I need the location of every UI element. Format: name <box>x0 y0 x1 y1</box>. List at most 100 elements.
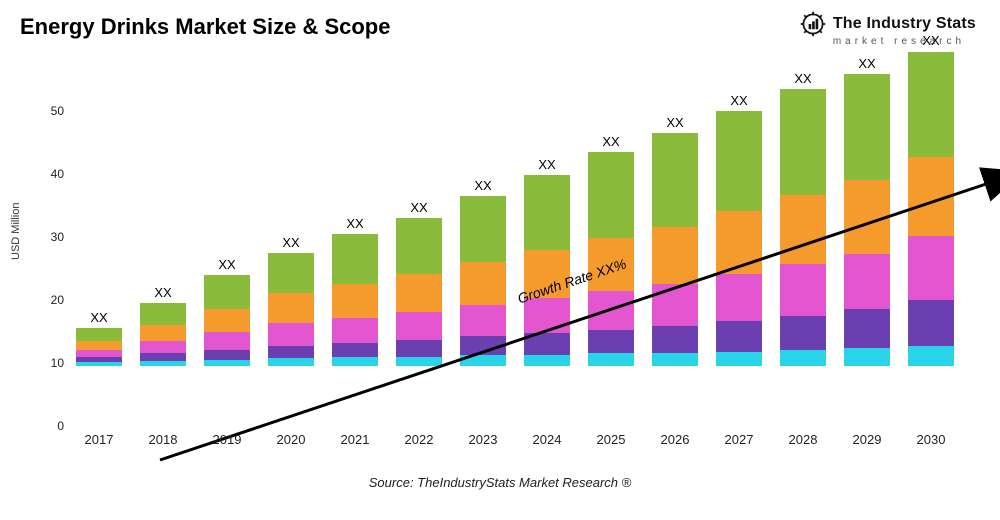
bar-segment <box>908 236 954 300</box>
bar-segment <box>76 362 122 366</box>
bar: XX <box>204 275 250 366</box>
bar-value-label: XX <box>716 93 762 108</box>
bar-segment <box>460 336 506 355</box>
bar-segment <box>652 326 698 352</box>
bar: XX <box>524 175 570 366</box>
bar-segment <box>908 157 954 236</box>
bar: XX <box>332 234 378 366</box>
bar: XX <box>140 303 186 366</box>
x-tick: 2024 <box>524 432 570 447</box>
bar-segment <box>332 284 378 317</box>
x-tick: 2025 <box>588 432 634 447</box>
bar-segment <box>268 323 314 346</box>
bar-value-label: XX <box>844 56 890 71</box>
y-axis-label: USD Million <box>10 203 22 260</box>
bar-segment <box>844 74 890 180</box>
bar-segment <box>780 316 826 351</box>
bar-segment <box>780 195 826 264</box>
bar: XX <box>908 51 954 366</box>
bar-value-label: XX <box>76 310 122 325</box>
bar-segment <box>652 133 698 227</box>
x-tick: 2023 <box>460 432 506 447</box>
bar: XX <box>716 111 762 366</box>
bar-segment <box>652 227 698 284</box>
x-tick: 2026 <box>652 432 698 447</box>
page-title: Energy Drinks Market Size & Scope <box>20 14 390 40</box>
y-tick: 10 <box>40 356 64 370</box>
logo-text: The Industry Stats <box>833 15 976 33</box>
bar-value-label: XX <box>908 33 954 48</box>
bar-segment <box>204 309 250 332</box>
bar-value-label: XX <box>652 115 698 130</box>
bar-segment <box>268 253 314 293</box>
bar-segment <box>908 300 954 346</box>
gear-chart-icon <box>799 10 827 38</box>
bar-segment <box>844 348 890 366</box>
bar: XX <box>76 328 122 366</box>
bar-value-label: XX <box>524 157 570 172</box>
bar-value-label: XX <box>140 285 186 300</box>
bar-segment <box>268 346 314 359</box>
bar-segment <box>844 180 890 254</box>
y-tick: 20 <box>40 293 64 307</box>
bar-segment <box>140 325 186 341</box>
bar-segment <box>460 196 506 262</box>
bar-segment <box>716 211 762 274</box>
bar-segment <box>716 352 762 366</box>
bar-segment <box>204 332 250 350</box>
bar-segment <box>396 218 442 275</box>
bar: XX <box>844 74 890 366</box>
bar-segment <box>268 293 314 323</box>
x-tick: 2028 <box>780 432 826 447</box>
bar-segment <box>780 350 826 366</box>
bar-segment <box>204 275 250 309</box>
chart-area: XXXXXXXXXXXXXXXXXXXXXXXXXXXX Growth Rate… <box>70 80 970 440</box>
bar-segment <box>844 254 890 309</box>
bar-segment <box>332 343 378 357</box>
bar-segment <box>396 340 442 356</box>
bar-segment <box>780 89 826 195</box>
bar-value-label: XX <box>204 257 250 272</box>
x-tick: 2022 <box>396 432 442 447</box>
bar-segment <box>76 341 122 350</box>
bar-segment <box>716 111 762 212</box>
x-tick: 2021 <box>332 432 378 447</box>
bar-segment <box>396 357 442 366</box>
bar-segment <box>652 353 698 366</box>
bar-segment <box>396 274 442 312</box>
x-tick: 2029 <box>844 432 890 447</box>
bar-segment <box>140 303 186 325</box>
bar-value-label: XX <box>268 235 314 250</box>
bar: XX <box>588 152 634 366</box>
x-tick: 2030 <box>908 432 954 447</box>
bar-segment <box>588 353 634 366</box>
bar: XX <box>268 253 314 366</box>
bar-value-label: XX <box>332 216 378 231</box>
bar-segment <box>460 262 506 305</box>
bar-segment <box>524 333 570 354</box>
bar-segment <box>524 175 570 250</box>
bar-segment <box>76 350 122 358</box>
bar-segment <box>524 298 570 333</box>
bar-segment <box>332 234 378 284</box>
bar: XX <box>652 133 698 366</box>
bar-segment <box>460 355 506 366</box>
x-tick: 2027 <box>716 432 762 447</box>
x-tick: 2017 <box>76 432 122 447</box>
bar-value-label: XX <box>460 178 506 193</box>
bar-segment <box>588 291 634 330</box>
bar-segment <box>908 52 954 157</box>
bar: XX <box>460 196 506 366</box>
y-tick: 0 <box>40 419 64 433</box>
bar-segment <box>780 264 826 316</box>
bar-segment <box>204 360 250 366</box>
bar-segment <box>396 312 442 340</box>
bar-segment <box>908 346 954 366</box>
bar-segment <box>140 341 186 354</box>
bar-segment <box>204 350 250 360</box>
bar-value-label: XX <box>780 71 826 86</box>
bar-segment <box>588 330 634 354</box>
bar-segment <box>524 250 570 298</box>
x-tick: 2020 <box>268 432 314 447</box>
bar-segment <box>140 353 186 361</box>
